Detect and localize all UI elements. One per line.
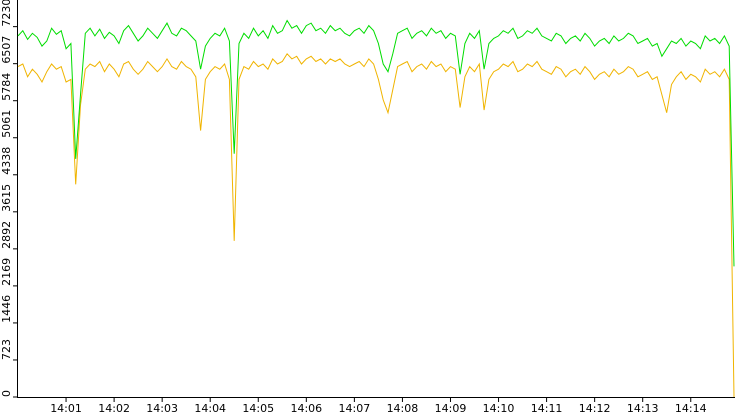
y-tick-label: 1446 xyxy=(0,295,13,323)
x-tick-label: 14:06 xyxy=(290,402,322,415)
x-tick-label: 14:11 xyxy=(531,402,563,415)
y-tick-label: 3615 xyxy=(0,184,13,212)
x-tick-label: 14:10 xyxy=(483,402,515,415)
x-tick-label: 14:09 xyxy=(435,402,467,415)
series-line xyxy=(17,52,735,398)
y-tick-label: 723 xyxy=(0,339,13,360)
y-tick-label: 2892 xyxy=(0,221,13,249)
y-tick-label: 2169 xyxy=(0,258,13,286)
y-tick-label: 5784 xyxy=(0,73,13,101)
y-tick-label: 5061 xyxy=(0,110,13,138)
x-tick-label: 14:03 xyxy=(146,402,178,415)
x-tick-label: 14:02 xyxy=(98,402,130,415)
y-tick-label: 7230 xyxy=(0,0,13,27)
x-tick-label: 14:07 xyxy=(339,402,371,415)
y-tick-label: 0 xyxy=(0,390,13,397)
x-tick-label: 14:08 xyxy=(387,402,419,415)
x-tick-label: 14:14 xyxy=(675,402,707,415)
x-tick-label: 14:13 xyxy=(627,402,659,415)
x-tick-label: 14:12 xyxy=(579,402,611,415)
x-tick-label: 14:05 xyxy=(242,402,274,415)
x-tick-label: 14:04 xyxy=(194,402,226,415)
y-tick-label: 4338 xyxy=(0,147,13,175)
y-tick-label: 6507 xyxy=(0,36,13,64)
series-line xyxy=(17,19,735,267)
x-tick-label: 14:01 xyxy=(50,402,82,415)
